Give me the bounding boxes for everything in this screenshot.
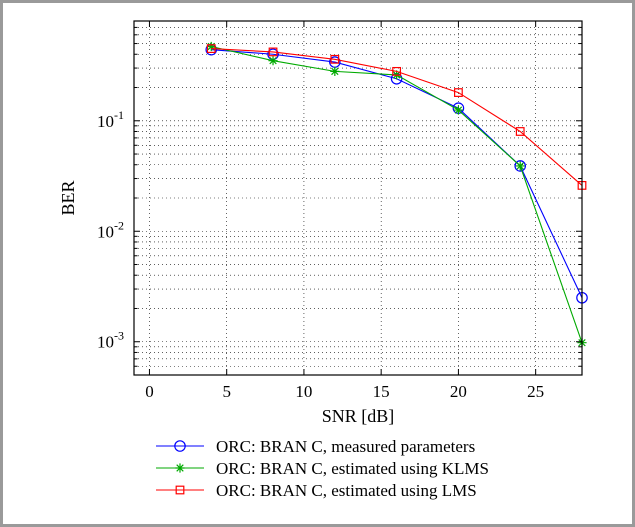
series-line — [211, 48, 583, 186]
data-point — [515, 127, 525, 136]
legend-marker — [175, 485, 185, 495]
y-tick-label: 10-3 — [97, 329, 124, 352]
x-axis-title: SNR [dB] — [322, 406, 395, 426]
x-tick-label: 15 — [373, 382, 390, 401]
legend-label: ORC: BRAN C, estimated using LMS — [216, 481, 477, 500]
data-point — [453, 105, 464, 115]
data-point — [268, 56, 278, 66]
data-point — [454, 88, 463, 97]
legend-marker — [175, 463, 185, 473]
legend-label: ORC: BRAN C, estimated using KLMS — [216, 459, 489, 478]
data-point — [206, 44, 216, 54]
data-point — [515, 161, 525, 171]
data-point — [268, 47, 278, 57]
y-axis-title: BER — [58, 180, 78, 215]
legend: ORC: BRAN C, measured parameters ORC: BRA… — [156, 437, 489, 500]
axis-ticks: 0 5 10 15 20 25 10-1 10-2 10-3 — [97, 21, 582, 401]
y-tick-label: 10-2 — [97, 218, 124, 241]
data-point — [392, 66, 402, 76]
x-tick-label: 20 — [450, 382, 467, 401]
data-point — [330, 66, 340, 76]
x-tick-label: 5 — [222, 382, 231, 401]
y-tick-label: 10-1 — [97, 108, 124, 131]
legend-marker — [174, 440, 186, 452]
x-tick-label: 25 — [527, 382, 544, 401]
data-point — [330, 54, 340, 64]
x-tick-label: 0 — [145, 382, 154, 401]
data-point — [514, 160, 527, 172]
x-tick-label: 10 — [295, 382, 312, 401]
legend-label: ORC: BRAN C, measured parameters — [216, 437, 475, 456]
data-point — [206, 41, 216, 52]
